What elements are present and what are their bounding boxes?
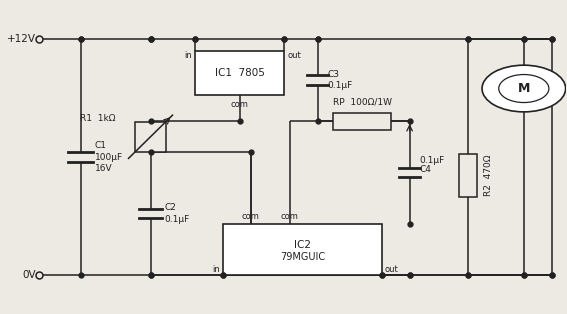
Text: M: M [518, 82, 530, 95]
Text: R2  470Ω: R2 470Ω [484, 155, 493, 197]
Text: out: out [384, 264, 398, 273]
Circle shape [482, 65, 566, 112]
Text: com: com [231, 100, 248, 109]
Circle shape [499, 74, 549, 103]
Bar [459, 154, 477, 198]
Text: 79MGUIC: 79MGUIC [280, 252, 325, 263]
Text: in: in [184, 51, 192, 60]
Bar [195, 51, 284, 95]
Text: in: in [213, 264, 220, 273]
Text: C4: C4 [420, 165, 431, 174]
Text: IC2: IC2 [294, 240, 311, 250]
Bar [135, 122, 166, 152]
Text: IC1  7805: IC1 7805 [215, 68, 265, 78]
Text: com: com [242, 212, 260, 221]
Bar [223, 224, 382, 275]
Bar [333, 113, 391, 130]
Text: C3
0.1μF: C3 0.1μF [328, 70, 353, 90]
Text: 0V: 0V [23, 270, 36, 280]
Text: C1
100μF
16V: C1 100μF 16V [95, 141, 123, 173]
Text: R1  1kΩ: R1 1kΩ [80, 114, 116, 123]
Text: out: out [287, 51, 301, 60]
Text: +12V: +12V [7, 34, 36, 44]
Text: com: com [281, 212, 299, 221]
Text: C2
0.1μF: C2 0.1μF [164, 203, 190, 224]
Text: 0.1μF: 0.1μF [420, 156, 445, 165]
Text: RP  100Ω/1W: RP 100Ω/1W [333, 97, 392, 106]
